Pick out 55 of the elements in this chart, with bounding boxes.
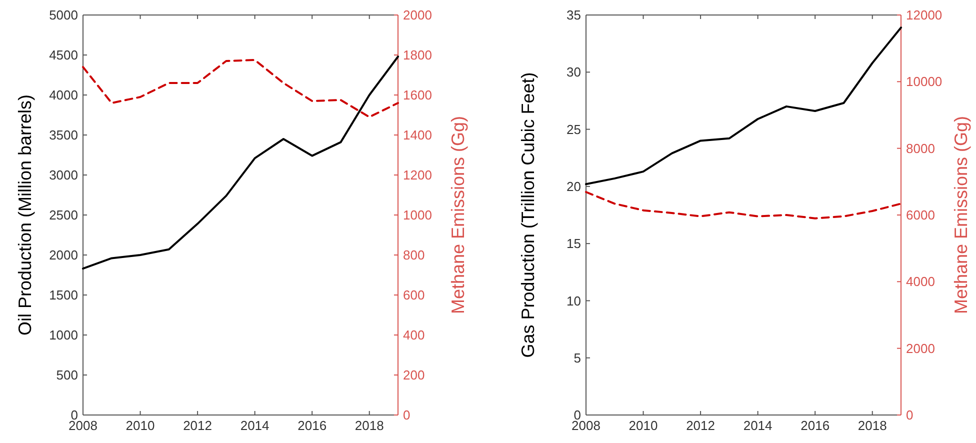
x-tick-label: 2012 bbox=[686, 418, 716, 433]
y-axis-title: Oil Production (Million barrels) bbox=[15, 94, 35, 336]
y2-tick-label: 2000 bbox=[403, 8, 432, 23]
y-tick-label: 1500 bbox=[49, 288, 78, 303]
y-tick-label: 30 bbox=[566, 64, 581, 80]
y2-tick-label: 200 bbox=[403, 368, 425, 383]
y2-tick-label: 800 bbox=[403, 248, 425, 263]
x-tick-label: 2010 bbox=[628, 418, 658, 433]
y2-tick-label: 1400 bbox=[403, 128, 432, 143]
y-tick-label: 35 bbox=[566, 8, 581, 23]
y2-tick-label: 2000 bbox=[906, 340, 935, 356]
x-tick-label: 2010 bbox=[126, 418, 155, 433]
y2-tick-label: 12000 bbox=[906, 8, 942, 23]
y-tick-label: 4000 bbox=[49, 88, 78, 103]
y-tick-label: 500 bbox=[56, 368, 78, 383]
x-tick-label: 2012 bbox=[183, 418, 212, 433]
y2-tick-label: 8000 bbox=[906, 140, 935, 156]
y-tick-label: 3500 bbox=[49, 128, 78, 143]
y-tick-label: 15 bbox=[566, 236, 581, 252]
y-tick-label: 3000 bbox=[49, 168, 78, 183]
y2-tick-label: 1000 bbox=[403, 208, 432, 223]
x-tick-label: 2018 bbox=[858, 418, 887, 433]
y2-tick-label: 10000 bbox=[906, 74, 942, 90]
x-tick-label: 2008 bbox=[572, 418, 600, 433]
y-tick-label: 25 bbox=[566, 122, 581, 137]
y-tick-label: 20 bbox=[566, 178, 581, 194]
y2-tick-label: 400 bbox=[403, 328, 425, 343]
y-tick-label: 1000 bbox=[49, 328, 78, 343]
y-tick-label: 10 bbox=[566, 293, 581, 308]
x-tick-label: 2008 bbox=[68, 418, 98, 433]
y-tick-label: 2000 bbox=[49, 248, 78, 263]
y2-axis-title: Methane Emissions (Gg) bbox=[448, 116, 468, 314]
x-tick-label: 2016 bbox=[800, 418, 830, 433]
y2-tick-label: 1600 bbox=[403, 88, 432, 103]
y2-tick-label: 1800 bbox=[403, 48, 432, 63]
y-tick-label: 4500 bbox=[49, 48, 78, 63]
y-tick-label: 2500 bbox=[49, 208, 78, 223]
y2-axis-title: Methane Emissions (Gg) bbox=[951, 116, 971, 314]
x-tick-label: 2018 bbox=[354, 418, 384, 433]
y-axis-title: Gas Production (Trillion Cubic Feet) bbox=[518, 72, 538, 358]
x-tick-label: 2016 bbox=[298, 418, 327, 433]
line-series bbox=[585, 191, 902, 220]
y2-tick-label: 1200 bbox=[403, 168, 432, 183]
y-tick-label: 5000 bbox=[49, 8, 78, 23]
y2-tick-label: 0 bbox=[403, 408, 410, 423]
line-series bbox=[82, 56, 399, 270]
y2-tick-label: 4000 bbox=[906, 274, 935, 290]
x-tick-label: 2014 bbox=[240, 418, 270, 433]
y2-tick-label: 0 bbox=[906, 408, 914, 423]
line-series bbox=[585, 26, 902, 186]
y-tick-label: 5 bbox=[574, 350, 581, 366]
line-series bbox=[82, 59, 399, 118]
y2-tick-label: 600 bbox=[403, 288, 425, 303]
x-tick-label: 2014 bbox=[743, 418, 772, 433]
y2-tick-label: 6000 bbox=[906, 208, 935, 223]
